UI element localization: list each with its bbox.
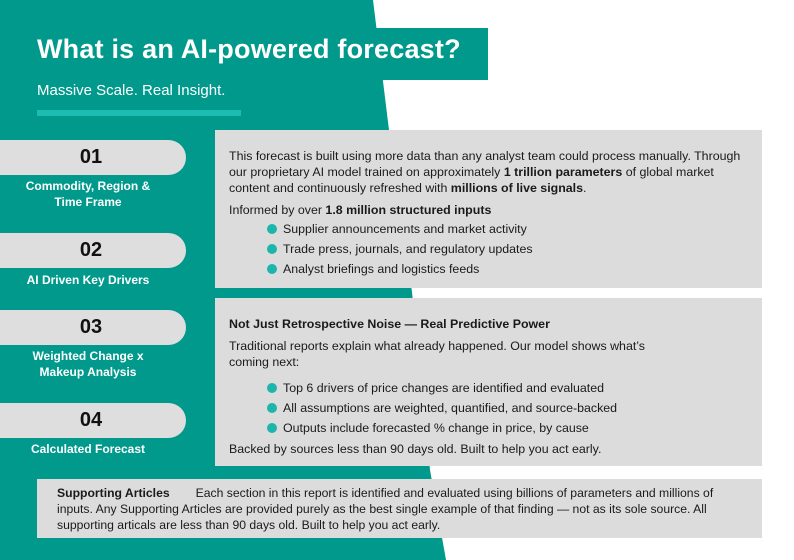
list-item: All assumptions are weighted, quantified…: [267, 398, 748, 418]
bullet-dot-icon: [267, 403, 277, 413]
bullet-text: Supplier announcements and market activi…: [283, 222, 527, 236]
supporting-text: Each section in this report is identifie…: [57, 486, 714, 532]
list-item: Analyst briefings and logistics feeds: [267, 259, 748, 279]
bullet-dot-icon: [267, 383, 277, 393]
list-item: Outputs include forecasted % change in p…: [267, 418, 748, 438]
bullet-text: Analyst briefings and logistics feeds: [283, 262, 480, 276]
step-number-04: 04: [0, 403, 186, 438]
text: .: [583, 181, 587, 195]
bullet-text: Trade press, journals, and regulatory up…: [283, 242, 533, 256]
highlight: millions of live signals: [450, 181, 583, 195]
highlight: 1 trillion parameters: [503, 165, 623, 179]
bullet-dot-icon: [267, 423, 277, 433]
step-label-line: Commodity, Region &: [25, 179, 151, 193]
text: of global market content and continuousl…: [229, 165, 714, 195]
list-item: Trade press, journals, and regulatory up…: [267, 239, 748, 259]
text: Informed by over: [229, 203, 326, 217]
supporting-articles-panel: Supporting Articles Each section in this …: [37, 479, 762, 538]
highlight: 1.8 million structured inputs: [325, 203, 492, 217]
data-scale-panel: This forecast is built using more data t…: [215, 130, 762, 288]
text: This forecast is built using more data t…: [229, 149, 741, 179]
bullet-text: Top 6 drivers of price changes are ident…: [283, 381, 604, 395]
title-banner: [0, 28, 488, 80]
step-label-line: Time Frame: [54, 195, 122, 209]
page-title: What is an AI-powered forecast?: [37, 34, 461, 64]
bullet-dot-icon: [267, 264, 277, 274]
panel1-bullets: Supplier announcements and market activi…: [229, 219, 748, 279]
bullet-dot-icon: [267, 244, 277, 254]
list-item: Supplier announcements and market activi…: [267, 219, 748, 239]
step-label-03: Weighted Change x Makeup Analysis: [0, 348, 176, 380]
step-number-03: 03: [0, 310, 186, 345]
supporting-text-block: Supporting Articles Each section in this …: [57, 485, 742, 533]
panel2-heading: Not Just Retrospective Noise — Real Pred…: [229, 317, 550, 331]
step-label-line: Weighted Change x: [32, 349, 144, 363]
step-label-line: Calculated Forecast: [30, 442, 146, 456]
step-number-01: 01: [0, 140, 186, 175]
list-item: Top 6 drivers of price changes are ident…: [267, 378, 748, 398]
panel2-bullets: Top 6 drivers of price changes are ident…: [229, 378, 748, 438]
predictive-power-panel: Not Just Retrospective Noise — Real Pred…: [215, 298, 762, 466]
subtitle-underline: [37, 110, 241, 116]
step-label-01: Commodity, Region & Time Frame: [0, 178, 176, 210]
panel1-intro: This forecast is built using more data t…: [229, 148, 748, 196]
bullet-text: All assumptions are weighted, quantified…: [283, 401, 618, 415]
step-number-02: 02: [0, 233, 186, 268]
step-label-02: AI Driven Key Drivers: [0, 272, 176, 288]
step-label-04: Calculated Forecast: [0, 441, 176, 457]
bullet-text: Outputs include forecasted % change in p…: [283, 421, 589, 435]
page-subtitle: Massive Scale. Real Insight.: [37, 82, 226, 99]
panel2-footer: Backed by sources less than 90 days old.…: [229, 442, 602, 456]
panel2-intro: Traditional reports explain what already…: [229, 339, 646, 369]
step-label-line: AI Driven Key Drivers: [26, 273, 150, 287]
panel1-inputs: Informed by over 1.8 million structured …: [229, 202, 748, 218]
supporting-heading: Supporting Articles: [57, 486, 170, 500]
step-label-line: Makeup Analysis: [39, 365, 137, 379]
bullet-dot-icon: [267, 224, 277, 234]
